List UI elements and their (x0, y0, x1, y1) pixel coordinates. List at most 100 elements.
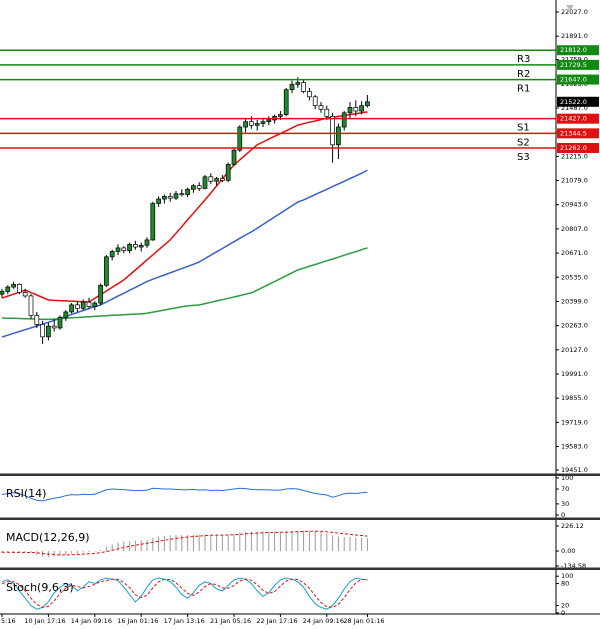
candle-body (330, 116, 335, 146)
candle-body (324, 108, 330, 117)
candle-body (167, 196, 173, 199)
candle-body (266, 119, 272, 123)
level-box (557, 59, 599, 70)
y-tick-label: 20399.0 (561, 297, 588, 305)
level-label: R2 (517, 69, 530, 80)
candle-body (347, 107, 353, 114)
level-price: 21647.0 (560, 76, 587, 84)
y-tick-label: 20127.0 (561, 346, 588, 354)
level-label: R1 (517, 84, 530, 95)
panel-separator (0, 473, 600, 476)
x-tick-label: 24 Jan 09:16 (303, 617, 344, 625)
y-tick-label: 226.12 (561, 522, 584, 530)
candle-body (185, 188, 190, 195)
y-tick-label: 0.00 (561, 547, 575, 555)
level-price: 21262.0 (560, 144, 587, 152)
candle-body (237, 126, 243, 151)
moving-average (1, 169, 368, 338)
y-tick-label: 30 (561, 500, 569, 508)
y-tick-label: 0 (561, 609, 565, 617)
candle-body (243, 121, 248, 128)
panel-title: Stoch(9,6,3) (6, 581, 74, 594)
x-tick-label: 17 Jan 13:16 (164, 617, 205, 625)
candle-body (63, 311, 69, 318)
candle-body (225, 164, 231, 181)
panel-title: RSI(14) (6, 487, 46, 500)
y-tick-label: 21079.0 (561, 177, 588, 185)
y-tick-label: 20807.0 (561, 225, 588, 233)
moving-average (1, 247, 368, 321)
candle-body (289, 84, 295, 91)
candle-body (278, 114, 283, 117)
stoch-line (1, 577, 368, 610)
level-box (557, 45, 599, 56)
x-tick-label: 14 Jan 09:16 (71, 617, 112, 625)
candle-body (11, 284, 16, 288)
x-tick-label: 16 Jan 01:16 (117, 617, 158, 625)
candle-body (51, 325, 57, 329)
level-price: 21812.0 (560, 46, 587, 54)
candle-body (92, 302, 98, 307)
candle-body (231, 149, 237, 165)
candle-body (220, 178, 225, 181)
candle-body (318, 105, 324, 110)
last-price-label: 21522.0 (560, 98, 587, 106)
y-tick-label: 22027.0 (561, 8, 588, 16)
moving-average (1, 111, 368, 303)
y-tick-label: 100 (561, 572, 573, 580)
candle-body (295, 82, 301, 85)
candle-body (307, 91, 312, 98)
candle-body (150, 203, 156, 241)
scroll-icon (566, 5, 574, 11)
x-tick-label: 10 Jan 17:16 (24, 617, 65, 625)
level-label: R3 (517, 54, 530, 65)
candle-body (359, 105, 364, 112)
x-tick-label: 28 Jan 01:16 (343, 617, 384, 625)
candle-body (341, 112, 347, 128)
y-tick-label: 19855.0 (561, 394, 588, 402)
candle-body (179, 193, 185, 196)
candle-body (127, 244, 132, 251)
candle-body (353, 107, 359, 112)
candle-body (208, 176, 214, 182)
y-tick-label: 70 (561, 485, 569, 493)
stoch-line (1, 578, 368, 608)
candle-body (191, 185, 196, 190)
candle-body (28, 295, 34, 316)
x-tick-label: 21 Jan 05:16 (210, 617, 251, 625)
last-price-box (557, 96, 599, 107)
y-tick-label: 20943.0 (561, 201, 588, 209)
y-tick-label: 21759.0 (561, 56, 588, 64)
y-tick-label: 20 (561, 602, 569, 610)
level-box (557, 143, 599, 154)
y-tick-label: -134.58 (561, 562, 586, 570)
y-tick-label: 100 (561, 474, 573, 482)
candle-body (46, 325, 51, 338)
x-tick-label: 5:16 (1, 617, 16, 625)
panel-separator (0, 567, 600, 570)
level-price: 21427.0 (560, 115, 587, 123)
signal-line (1, 530, 368, 556)
candle-body (301, 82, 306, 92)
plot-layer: 22027.021891.021759.021623.021487.021351… (0, 8, 599, 625)
candle-body (312, 96, 318, 107)
candle-body (336, 126, 341, 146)
y-tick-label: 19991.0 (561, 370, 588, 378)
candle-body (196, 185, 202, 189)
candle-body (109, 251, 115, 258)
candle-body (202, 176, 208, 189)
candle-body (22, 292, 28, 297)
y-tick-label: 21487.0 (561, 104, 588, 112)
candle-body (254, 123, 260, 126)
level-label: S2 (517, 137, 530, 148)
y-tick-label: 19451.0 (561, 466, 588, 474)
candle-body (365, 101, 370, 107)
candle-body (214, 178, 219, 182)
candle-body (173, 193, 179, 199)
level-label: S1 (517, 123, 530, 134)
panel-title: MACD(12,26,9) (6, 531, 90, 544)
candle-body (86, 301, 92, 307)
y-tick-label: 19719.0 (561, 418, 588, 426)
